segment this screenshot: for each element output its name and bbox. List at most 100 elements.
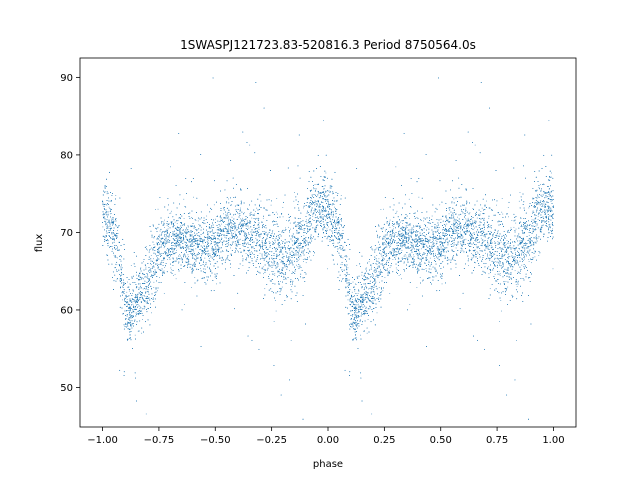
data-point <box>401 278 402 280</box>
data-point <box>428 240 430 242</box>
data-point <box>281 286 283 288</box>
data-point <box>170 212 172 214</box>
data-point <box>201 226 203 228</box>
data-point <box>349 289 350 290</box>
data-point <box>302 247 304 249</box>
data-point <box>243 220 245 221</box>
data-point <box>185 206 187 208</box>
data-point <box>518 200 520 202</box>
data-point <box>428 251 430 252</box>
data-point <box>161 260 162 262</box>
data-point <box>222 250 223 251</box>
data-point <box>547 206 549 207</box>
data-point <box>465 210 467 211</box>
data-point <box>429 253 430 254</box>
data-point <box>355 310 356 312</box>
data-point <box>465 233 467 235</box>
data-point <box>453 259 455 261</box>
data-point <box>375 248 377 250</box>
data-point <box>437 249 438 251</box>
data-point <box>355 284 357 285</box>
data-point <box>522 239 524 241</box>
data-point <box>396 223 398 225</box>
data-point <box>291 261 293 263</box>
data-point <box>268 259 270 260</box>
data-point <box>456 225 458 227</box>
data-point <box>363 330 364 332</box>
data-point <box>489 231 491 233</box>
data-point <box>407 229 409 231</box>
data-point <box>449 236 451 238</box>
data-point <box>187 246 189 248</box>
data-point <box>310 238 312 240</box>
data-point <box>303 207 304 209</box>
data-point <box>164 227 165 228</box>
data-point <box>187 261 188 263</box>
data-point <box>130 284 131 285</box>
data-point <box>400 245 401 247</box>
data-point <box>550 209 552 211</box>
data-point <box>134 334 136 336</box>
data-point <box>409 304 411 305</box>
data-point <box>421 230 423 232</box>
data-point <box>490 247 492 249</box>
data-point <box>519 192 521 193</box>
data-point <box>294 192 295 193</box>
data-point <box>174 273 176 275</box>
data-point <box>332 227 334 228</box>
data-point <box>462 240 463 242</box>
data-point <box>225 224 227 225</box>
data-point <box>116 234 117 236</box>
data-point <box>304 243 306 245</box>
data-point <box>127 281 128 283</box>
data-point <box>435 243 437 245</box>
data-point <box>439 263 441 264</box>
data-point <box>163 221 165 223</box>
data-point <box>508 229 510 231</box>
data-point <box>182 246 184 247</box>
data-point <box>415 238 416 240</box>
data-point <box>418 196 420 198</box>
data-point <box>228 198 229 200</box>
data-point <box>284 256 285 257</box>
data-point <box>379 274 381 275</box>
data-point <box>517 271 519 273</box>
data-point <box>368 288 369 290</box>
data-point <box>347 285 349 287</box>
data-point <box>195 219 197 221</box>
data-point <box>433 231 435 233</box>
data-point <box>196 280 198 282</box>
data-point <box>391 239 393 241</box>
data-point <box>549 176 551 178</box>
data-point <box>206 215 208 217</box>
data-point <box>132 301 134 302</box>
data-point <box>292 247 294 249</box>
data-point <box>534 228 536 230</box>
data-point <box>410 244 412 246</box>
data-point <box>256 239 258 241</box>
data-point <box>251 233 253 235</box>
data-point <box>130 265 132 266</box>
data-point <box>180 255 181 257</box>
data-point <box>408 246 409 247</box>
data-point <box>366 332 368 334</box>
data-point <box>515 228 517 230</box>
data-point <box>179 227 181 229</box>
data-point <box>388 221 390 223</box>
data-point <box>122 299 123 301</box>
data-point <box>372 249 374 251</box>
data-point <box>276 198 278 199</box>
data-point <box>258 225 260 227</box>
data-point <box>424 262 426 264</box>
data-point <box>154 274 155 275</box>
data-point <box>213 259 215 260</box>
data-point <box>413 254 414 256</box>
data-point <box>282 216 284 218</box>
data-point <box>191 287 192 288</box>
data-point <box>299 249 300 251</box>
data-point <box>154 272 156 273</box>
data-point <box>434 258 436 260</box>
data-point <box>122 282 124 283</box>
data-point <box>230 247 232 249</box>
data-point <box>163 247 165 249</box>
